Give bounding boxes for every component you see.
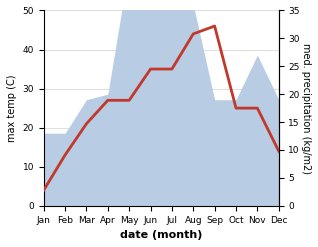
X-axis label: date (month): date (month) — [120, 230, 203, 240]
Y-axis label: max temp (C): max temp (C) — [7, 74, 17, 142]
Y-axis label: med. precipitation (kg/m2): med. precipitation (kg/m2) — [301, 43, 311, 174]
